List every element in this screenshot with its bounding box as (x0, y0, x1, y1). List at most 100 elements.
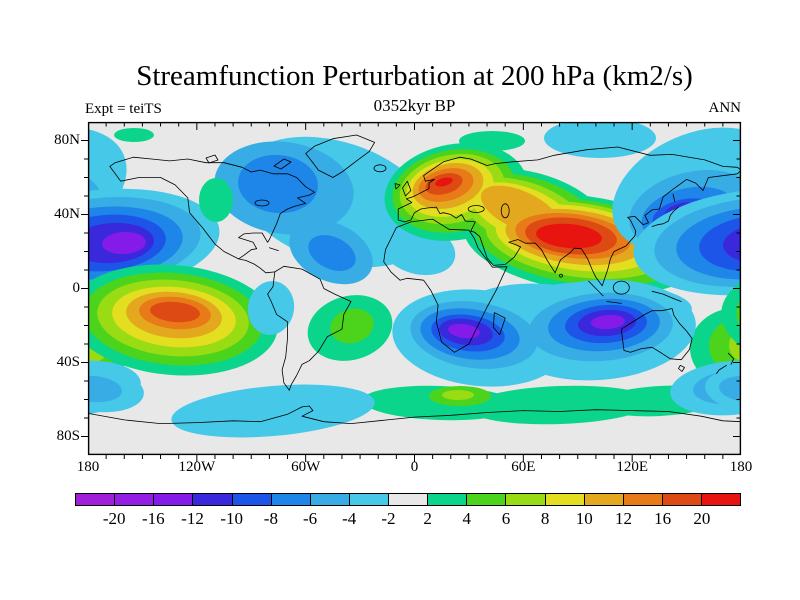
coastline-iceland (373, 164, 387, 173)
coastlines-layer (88, 134, 741, 424)
coastline-japan (651, 206, 679, 227)
colorbar-cell (389, 494, 429, 505)
lat-tick-label: 80N (54, 132, 80, 148)
coastline-caspian-sea (500, 203, 510, 219)
colorbar-tick-label: -6 (302, 509, 318, 528)
contour-band (791, 294, 800, 332)
contour-band (0, 195, 10, 281)
contour-band (88, 375, 122, 403)
contour-fill-layer (0, 118, 800, 438)
colorbar-cell (310, 494, 350, 505)
colorbar-tick-label: -16 (142, 509, 165, 528)
map-frame (87, 121, 742, 456)
contour-band (0, 118, 3, 158)
contour-band (0, 288, 22, 366)
coastline-java (606, 301, 622, 304)
contour-band (468, 385, 652, 425)
coastline-eurasia (397, 146, 741, 287)
coastline-tasmania (678, 364, 685, 372)
contour-band (719, 375, 741, 403)
colorbar-cell (154, 494, 194, 505)
colorbar (75, 493, 741, 506)
page-title: Streamfunction Perturbation at 200 hPa (… (136, 60, 693, 92)
contour-blob-group (633, 188, 800, 413)
contour-band (308, 235, 356, 271)
contour-band (114, 128, 154, 142)
contour-band (0, 383, 70, 419)
coastline-great-lakes (254, 199, 270, 207)
contour-band (0, 190, 24, 289)
coastline-sumatra (588, 280, 604, 297)
coastline-cuba (269, 247, 279, 251)
lon-tick-label: 60E (511, 459, 536, 475)
colorbar-cell (428, 494, 468, 505)
coastline-greenland (305, 134, 375, 178)
coastline-antarctica (88, 405, 741, 424)
coastline-borneo (612, 280, 630, 295)
colorbar-tick-label: 12 (614, 509, 632, 528)
contour-band (171, 384, 375, 438)
colorbar-tick-label: 16 (654, 509, 672, 528)
coastline-britain (402, 180, 412, 197)
colorbar-labels: -20 -16 -12 -10 -8 -6 -4 -2 2 4 6 8 10 12 16 20 (75, 509, 741, 531)
contour-band (777, 288, 800, 342)
coastline-madagascar (493, 312, 506, 336)
colorbar-cell (506, 494, 546, 505)
lon-tick-label: 180 (76, 459, 100, 475)
contour-band (442, 390, 474, 400)
coastline-south-america (267, 265, 352, 391)
colorbar-cell (662, 494, 702, 505)
contour-band (747, 274, 800, 363)
contour-band (435, 177, 453, 187)
contour-band (150, 301, 200, 323)
coastline-victoria-island (205, 154, 219, 164)
coastline-black-sea (467, 205, 485, 213)
coastline-central-america (238, 258, 276, 274)
colorbar-cell (76, 494, 116, 505)
colorbar-tick-label: 10 (575, 509, 593, 528)
lat-tick-label: 0 (72, 280, 81, 296)
contour-band (536, 223, 602, 249)
colorbar-tick-label: -20 (102, 509, 126, 528)
experiment-label: Expt = teiTS (85, 101, 162, 117)
colorbar-cell (232, 494, 272, 505)
contour-band (544, 122, 656, 158)
contour-band (448, 323, 480, 339)
coastline-baffin-island (273, 158, 292, 170)
time-label: 0352kyr BP (373, 96, 456, 115)
world-map-plot (81, 121, 742, 462)
colorbar-tick-label: 6 (501, 509, 511, 528)
colorbar-tick-label: 2 (423, 509, 432, 528)
lon-tick-label: 120W (178, 459, 216, 475)
contour-band (199, 178, 233, 222)
contour-band (0, 295, 9, 355)
colorbar-cell (584, 494, 624, 505)
coastline-north-america (109, 156, 316, 260)
lon-tick-label: 0 (410, 459, 419, 475)
contour-band (699, 214, 741, 272)
colorbar-tick-label: -8 (263, 509, 278, 528)
season-label: ANN (708, 100, 742, 116)
contour-band (247, 281, 295, 335)
contour-band (736, 272, 741, 366)
colorbar-tick-label: -2 (381, 509, 396, 528)
lon-tick-label: 120E (616, 459, 648, 475)
lat-tick-label: 40S (56, 354, 80, 370)
lon-tick-label: 180 (729, 459, 753, 475)
coastline-ireland (394, 183, 401, 190)
colorbar-cell (193, 494, 233, 505)
coastline-africa (383, 218, 508, 353)
colorbar-cell (271, 494, 311, 505)
contour-band (102, 231, 146, 255)
coastline-new-zealand (716, 352, 735, 374)
colorbar-cell (467, 494, 507, 505)
colorbar-cell (702, 494, 741, 505)
contour-band (754, 231, 799, 255)
contour-band (330, 308, 374, 344)
lat-tick-label: 80S (56, 428, 80, 444)
lon-tick-label: 60W (291, 459, 321, 475)
colorbar-tick-label: 20 (693, 509, 711, 528)
coastline-sri-lanka (559, 273, 563, 278)
colorbar-cell (115, 494, 155, 505)
